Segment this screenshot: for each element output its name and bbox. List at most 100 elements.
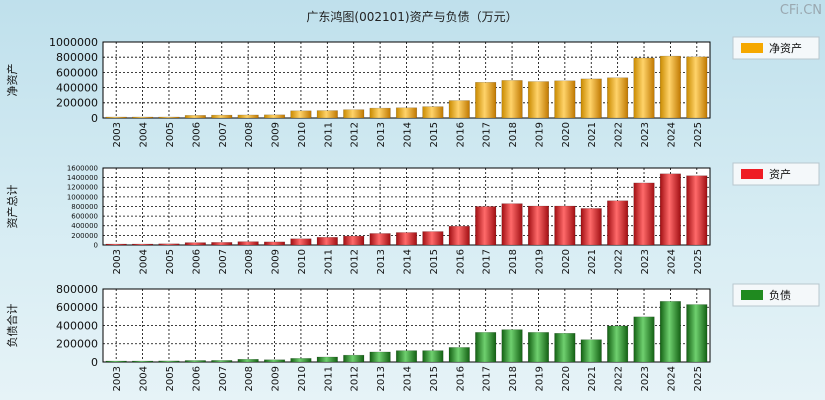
x-tick-label: 2012 [350,366,361,391]
bar-net-assets-2025 [686,56,708,119]
y-tick-label: 600000 [56,66,98,79]
x-tick-label: 2017 [482,249,493,274]
bar-net-assets-2004 [132,116,154,119]
bar-net-assets-2024 [659,55,681,119]
bar-total-liabilities-2017 [475,332,497,363]
bar-net-assets-2022 [607,77,629,119]
x-tick-label: 2015 [429,249,440,274]
bar-total-liabilities-2018 [501,329,523,363]
bar-net-assets-2005 [158,116,180,119]
x-tick-label: 2024 [666,249,677,274]
x-tick-label: 2004 [139,366,150,391]
x-tick-label: 2020 [561,122,572,147]
x-tick-label: 2008 [244,366,255,391]
bar-total-assets-2020 [554,205,576,246]
x-tick-label: 2015 [429,122,440,147]
bar-total-assets-2006 [184,242,206,246]
y-tick-label: 200000 [56,338,98,351]
y-tick-label: 1600000 [67,164,98,172]
x-tick-label: 2025 [693,249,704,274]
bar-total-assets-2019 [527,205,549,246]
bar-total-assets-2010 [290,238,312,246]
x-tick-label: 2018 [508,249,519,274]
x-tick-label: 2008 [244,122,255,147]
x-tick-label: 2023 [640,366,651,391]
legend-box [732,162,820,186]
bar-total-liabilities-2022 [607,325,629,363]
y-tick-label: 200000 [71,232,98,240]
bar-total-assets-2025 [686,175,708,246]
y-tick-label: 800000 [56,283,98,296]
x-tick-label: 2025 [693,366,704,391]
bar-total-assets-2007 [211,242,233,246]
x-tick-label: 2020 [561,249,572,274]
x-tick-label: 2010 [297,249,308,274]
y-tick-label: 600000 [56,301,98,314]
x-tick-label: 2015 [429,366,440,391]
bar-total-assets-2004 [132,243,154,246]
bar-total-assets-2003 [105,243,127,246]
y-tick-label: 1000000 [49,36,98,49]
legend-label: 净资产 [769,41,802,55]
bar-total-liabilities-2014 [395,350,418,363]
bar-net-assets-2018 [501,80,523,119]
legend-swatch [741,43,763,53]
x-tick-label: 2018 [508,122,519,147]
y-tick-label: 400000 [71,222,98,230]
x-tick-label: 2022 [614,122,625,147]
bar-net-assets-2011 [316,110,338,119]
x-tick-label: 2016 [455,122,466,147]
bar-total-liabilities-2005 [158,360,180,363]
x-tick-label: 2023 [640,122,651,147]
legend-box [732,283,820,307]
y-axis-label: 净资产 [5,64,19,97]
bar-total-liabilities-2021 [580,339,602,363]
x-tick-label: 2014 [403,366,414,391]
bar-total-assets-2017 [475,206,497,246]
bar-total-liabilities-2025 [686,304,708,363]
y-tick-label: 1000000 [67,193,98,201]
x-tick-label: 2014 [403,249,414,274]
bar-net-assets-2016 [448,100,470,119]
x-tick-label: 2019 [534,366,545,391]
bar-total-liabilities-2010 [290,358,312,363]
bar-total-assets-2016 [448,225,470,246]
bar-total-assets-2021 [580,208,602,246]
bar-total-liabilities-2015 [422,350,444,363]
y-tick-label: 1400000 [67,174,98,182]
bar-total-assets-2014 [395,232,418,246]
x-tick-label: 2021 [587,366,598,391]
x-tick-label: 2007 [218,122,229,147]
bar-total-liabilities-2008 [237,359,259,363]
x-tick-label: 2016 [455,366,466,391]
bar-total-assets-2018 [501,203,523,246]
bar-total-liabilities-2011 [316,356,338,363]
bar-total-assets-2015 [422,231,444,246]
x-tick-label: 2005 [165,122,176,147]
bar-net-assets-2015 [422,106,444,119]
x-tick-label: 2009 [271,249,282,274]
bar-net-assets-2017 [475,82,497,119]
x-tick-label: 2011 [323,122,334,147]
bar-total-liabilities-2016 [448,347,470,363]
bar-total-liabilities-2013 [369,351,391,363]
bar-net-assets-2014 [395,107,418,119]
bar-total-assets-2012 [343,235,365,246]
bar-total-liabilities-2024 [659,301,681,363]
x-tick-label: 2023 [640,249,651,274]
bar-total-liabilities-2007 [211,360,233,363]
x-tick-label: 2020 [561,366,572,391]
x-tick-label: 2007 [218,249,229,274]
bar-net-assets-2007 [211,114,233,119]
x-tick-label: 2018 [508,366,519,391]
bar-net-assets-2013 [369,107,391,119]
bar-net-assets-2012 [343,109,365,119]
bar-net-assets-2023 [633,57,655,119]
panel-total-liabilities: 0 200000 400000 600000 800000 2003 2004 2005 200… [5,283,820,391]
y-tick-label: 0 [94,241,98,249]
x-tick-label: 2004 [139,122,150,147]
y-tick-label: 0 [91,356,98,369]
legend-label: 负债 [769,288,791,302]
y-tick-label: 400000 [56,319,98,332]
